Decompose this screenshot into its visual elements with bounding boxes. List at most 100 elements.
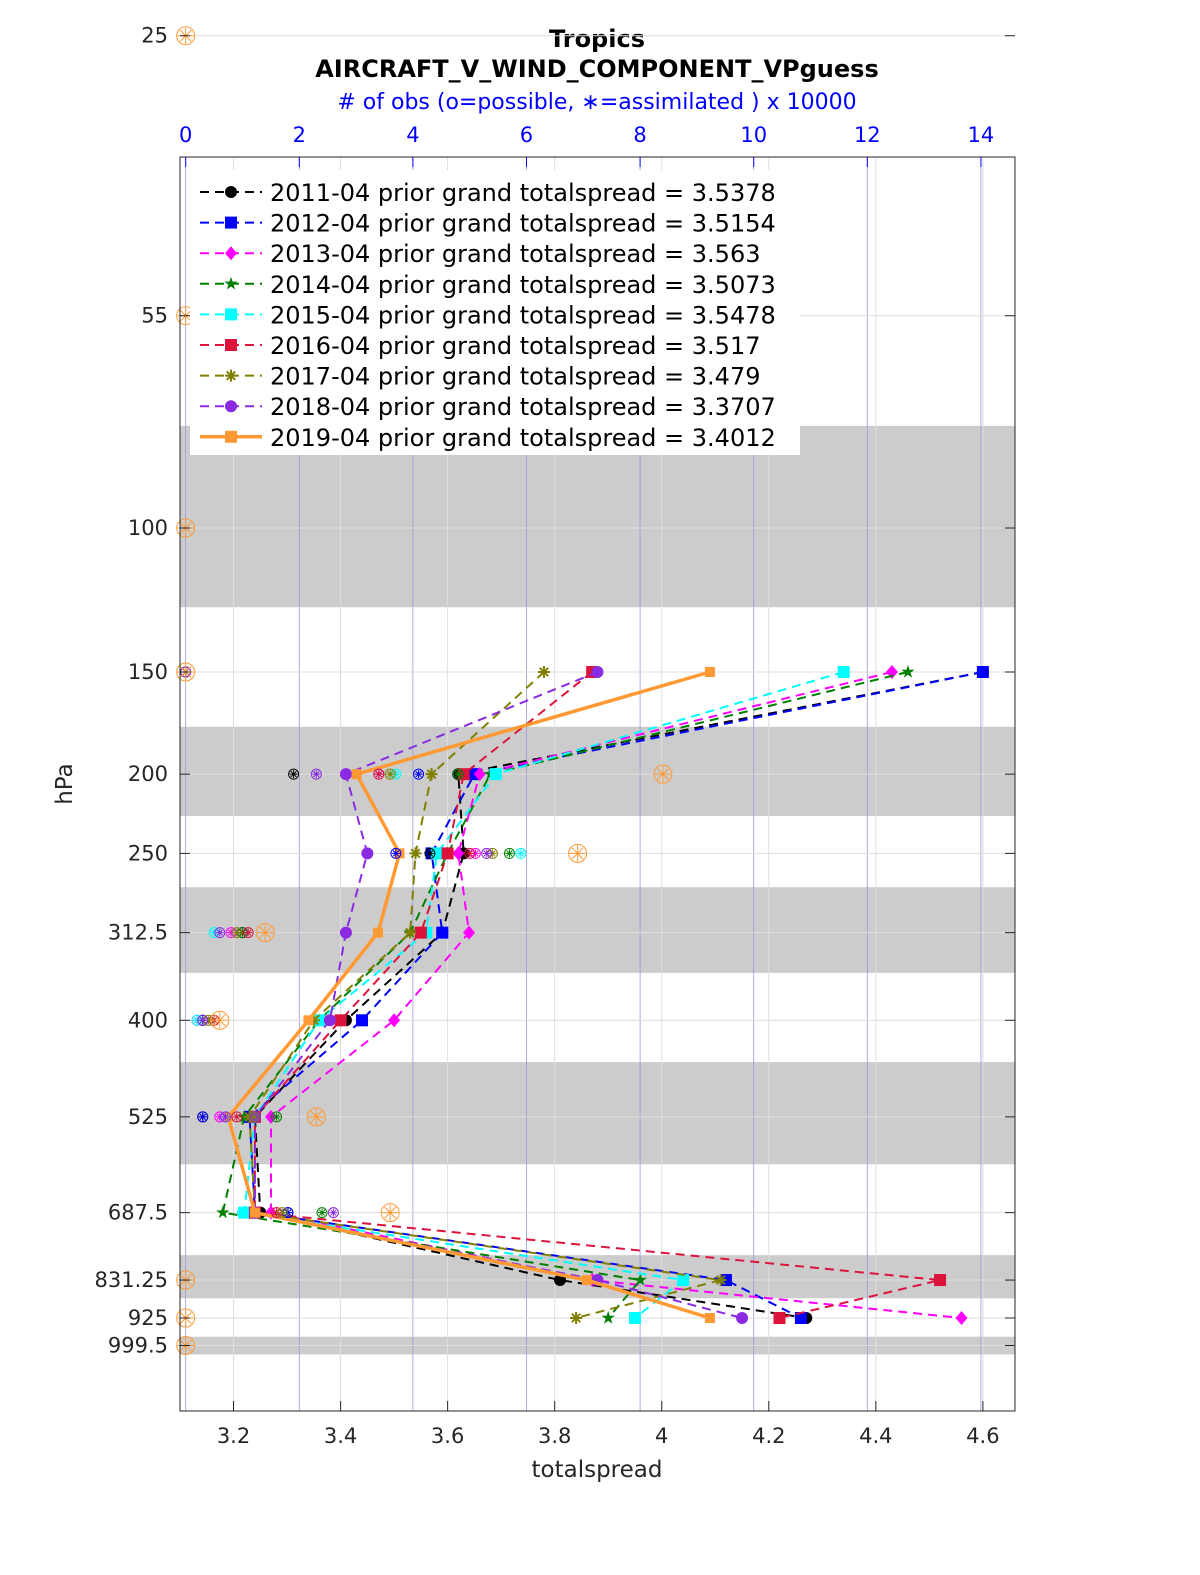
- data-point: [837, 666, 850, 678]
- legend-label: 2017-04 prior grand totalspread = 3.479: [270, 363, 760, 391]
- obs-assimilated-marker: [232, 1112, 241, 1121]
- x-tick-label: 4.6: [966, 1424, 999, 1448]
- data-point: [225, 400, 237, 413]
- obs-possible-marker: [515, 847, 527, 859]
- x-tick-label: 4.4: [859, 1424, 892, 1448]
- top-tick-label: 6: [520, 123, 533, 147]
- data-point: [704, 667, 715, 677]
- obs-possible-marker: [481, 847, 493, 859]
- y-tick-label: 400: [128, 1008, 168, 1032]
- obs-possible-marker: [384, 768, 396, 780]
- legend-label: 2015-04 prior grand totalspread = 3.5478: [270, 301, 776, 329]
- plot-frame: [179, 156, 1016, 1412]
- obs-possible-marker: [306, 1107, 326, 1127]
- top-tick-label: 12: [854, 123, 881, 147]
- obs-possible-marker: [276, 1207, 288, 1219]
- top-tick-label: 8: [633, 123, 646, 147]
- obs-assimilated-marker: [391, 849, 400, 858]
- obs-possible-marker: [288, 768, 300, 780]
- obs-assimilated-marker: [210, 928, 219, 937]
- obs-assimilated-marker: [391, 770, 400, 779]
- x-axis-label: totalspread: [532, 1457, 663, 1483]
- data-point: [441, 847, 454, 860]
- legend-label: 2014-04 prior grand totalspread = 3.5073: [270, 271, 776, 299]
- data-point: [351, 769, 362, 780]
- obs-assimilated-marker: [232, 928, 241, 937]
- shaded-bands: [180, 425, 1015, 1355]
- data-point: [601, 1311, 615, 1324]
- obs-assimilated-marker: [471, 849, 480, 858]
- data-point: [473, 767, 486, 782]
- series-line: [221, 671, 909, 1319]
- y-tick-label: 250: [128, 841, 168, 865]
- obs-assimilated-marker: [329, 1208, 338, 1217]
- obs-possible-marker: [255, 923, 275, 943]
- shaded-band: [180, 887, 1015, 973]
- obs-possible-marker: [390, 847, 402, 859]
- y-tick-label: 687.5: [108, 1201, 168, 1225]
- data-point: [425, 768, 438, 781]
- y-tick-label: 100: [128, 516, 168, 540]
- legend: 2011-04 prior grand totalspread = 3.5378…: [190, 170, 800, 455]
- y-tick-label: 25: [141, 24, 168, 48]
- y-axis-label: hPa: [52, 763, 78, 805]
- data-point: [225, 430, 237, 443]
- data-point: [452, 846, 465, 861]
- data-point: [264, 1109, 277, 1124]
- obs-possible-marker: [464, 847, 476, 859]
- obs-possible-marker: [214, 927, 226, 939]
- x-tick-label: 4: [655, 1424, 668, 1448]
- obs-assimilated-marker: [257, 924, 274, 941]
- obs-possible-marker: [231, 1111, 243, 1123]
- obs-assimilated-marker: [249, 1112, 258, 1121]
- y-tick-label: 525: [128, 1105, 168, 1129]
- legend-label: 2018-04 prior grand totalspread = 3.3707: [270, 393, 776, 421]
- legend-label: 2012-04 prior grand totalspread = 3.5154: [270, 210, 776, 238]
- obs-possible-marker: [236, 1207, 248, 1219]
- data-point: [225, 186, 237, 198]
- data-point: [303, 1015, 314, 1026]
- x-tick-label: 4.2: [752, 1424, 785, 1448]
- obs-possible-marker: [310, 768, 322, 780]
- data-point: [463, 925, 476, 940]
- obs-assimilated-marker: [569, 845, 586, 862]
- x-tick-label: 3.6: [431, 1424, 464, 1448]
- obs-assimilated-marker: [204, 1016, 213, 1025]
- top-axis-label: # of obs (o=possible, ∗=assimilated ) x …: [337, 90, 856, 115]
- data-point: [414, 926, 427, 939]
- top-tick-label: 14: [968, 123, 995, 147]
- data-point: [677, 1274, 690, 1287]
- legend-label: 2011-04 prior grand totalspread = 3.5378: [270, 179, 776, 207]
- obs-possible-marker: [176, 26, 196, 46]
- data-point: [489, 768, 502, 781]
- top-tick-label: 4: [406, 123, 419, 147]
- data-point: [339, 768, 352, 781]
- data-point: [339, 926, 352, 939]
- obs-possible-marker: [210, 1010, 230, 1030]
- obs-possible-marker: [373, 768, 385, 780]
- series-lines: [216, 665, 989, 1325]
- data-point: [581, 1275, 592, 1286]
- obs-possible-marker: [316, 1207, 328, 1219]
- obs-assimilated-marker: [454, 770, 463, 779]
- obs-possible-marker: [197, 1111, 209, 1123]
- obs-assimilated-marker: [198, 1112, 207, 1121]
- obs-possible-marker: [503, 847, 515, 859]
- obs-assimilated-marker: [238, 928, 247, 937]
- obs-possible-marker: [380, 1203, 400, 1223]
- obs-possible-marker: [413, 768, 425, 780]
- y-tick-label: 831.25: [95, 1268, 168, 1292]
- obs-possible-marker: [231, 927, 243, 939]
- legend-label: 2013-04 prior grand totalspread = 3.563: [270, 240, 760, 268]
- obs-assimilated-marker: [272, 1208, 281, 1217]
- obs-assimilated-marker: [215, 928, 224, 937]
- obs-possible-marker: [176, 518, 196, 538]
- data-point: [361, 847, 374, 860]
- obs-possible-marker: [452, 768, 464, 780]
- obs-assimilated-marker: [227, 928, 236, 937]
- obs-possible-marker: [271, 1111, 283, 1123]
- data-point: [225, 308, 237, 321]
- data-point: [591, 666, 604, 678]
- obs-assimilated-marker: [482, 849, 491, 858]
